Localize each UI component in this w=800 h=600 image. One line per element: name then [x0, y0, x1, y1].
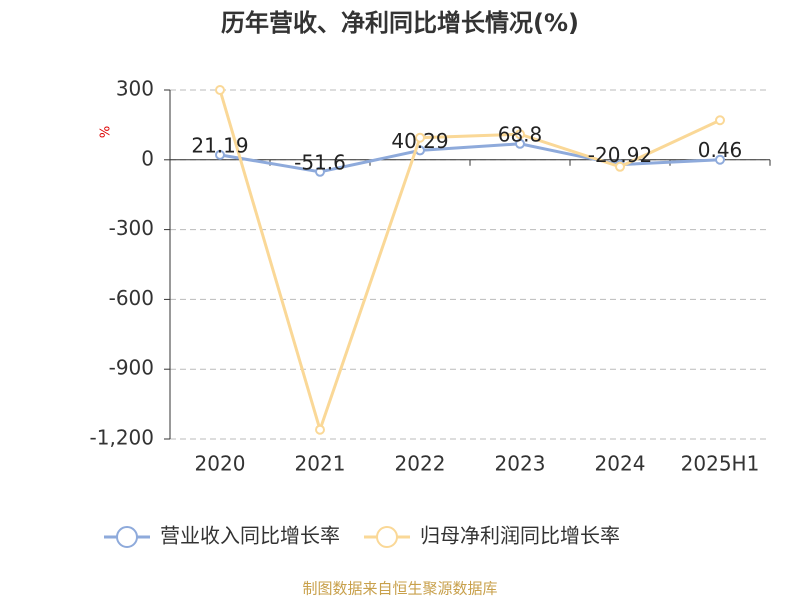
- series-line: [219, 142, 721, 174]
- y-tick-label: -300: [109, 216, 154, 240]
- y-tick-label: 0: [141, 146, 154, 170]
- data-point: [315, 166, 325, 177]
- y-tick-label: -1,200: [90, 426, 154, 450]
- data-label: -51.6: [294, 150, 346, 174]
- data-point: [215, 149, 225, 160]
- data-point: [315, 424, 325, 435]
- series-line: [218, 89, 721, 435]
- data-point: [415, 132, 425, 143]
- x-tick-label: 2022: [395, 452, 446, 476]
- y-tick-label: -600: [109, 286, 154, 310]
- x-tick-label: 2021: [295, 452, 346, 476]
- legend-label: 营业收入同比增长率: [160, 524, 340, 548]
- x-tick-label: 2023: [495, 452, 546, 476]
- data-label: -20.92: [588, 143, 652, 167]
- legend-label: 归母净利润同比增长率: [420, 524, 620, 548]
- data-point: [515, 138, 525, 149]
- data-label: 21.19: [191, 133, 248, 157]
- data-label: 0.46: [698, 138, 743, 162]
- y-tick-label: 300: [116, 77, 154, 101]
- data-point: [715, 115, 725, 126]
- x-tick-label: 2020: [195, 452, 246, 476]
- x-tick-label: 2025H1: [681, 452, 760, 476]
- legend-marker: [116, 526, 138, 548]
- chart-title: 历年营收、净利同比增长情况(%): [221, 9, 579, 37]
- data-point: [215, 85, 225, 95]
- data-point: [515, 129, 525, 140]
- y-axis-label: %: [99, 126, 114, 138]
- x-tick-label: 2024: [595, 452, 646, 476]
- data-label: 68.8: [498, 122, 543, 146]
- data-point: [715, 154, 725, 165]
- legend-marker: [376, 526, 398, 548]
- y-tick-label: -900: [109, 356, 154, 380]
- data-point: [615, 161, 625, 172]
- data-label: 40.29: [391, 129, 448, 153]
- source-note: 制图数据来自恒生聚源数据库: [302, 580, 497, 598]
